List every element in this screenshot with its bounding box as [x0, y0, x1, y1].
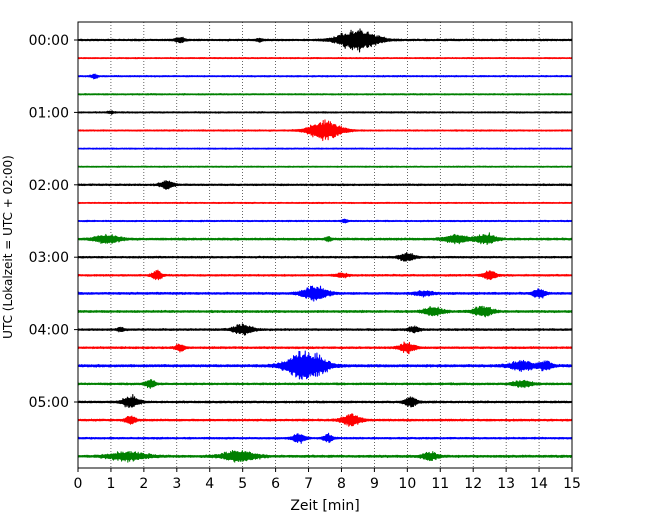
plot-frame [77, 21, 573, 469]
seismic-traces [77, 28, 573, 463]
trace-row-20 [77, 394, 573, 408]
y-tick-label: 04:00 [29, 323, 69, 339]
y-tick-label: 02:00 [29, 178, 69, 194]
y-tick-label: 05:00 [29, 395, 69, 411]
trace-row-0 [77, 28, 573, 53]
x-tick-label: 4 [205, 476, 214, 492]
trace-row-21 [77, 413, 573, 427]
trace-row-11 [77, 232, 573, 246]
x-tick-label: 13 [497, 476, 515, 492]
x-tick-label: 0 [74, 476, 83, 492]
x-tick-label: 5 [238, 476, 247, 492]
trace-row-7 [77, 165, 573, 168]
trace-row-4 [77, 110, 573, 115]
minute-gridlines [110, 22, 540, 468]
x-tick-label: 8 [337, 476, 346, 492]
trace-row-23 [77, 449, 573, 463]
trace-row-5 [77, 119, 573, 142]
trace-row-8 [77, 180, 573, 190]
trace-row-1 [77, 56, 573, 60]
x-tick-label: 15 [563, 476, 581, 492]
x-axis-ticks: 0 1 2 3 4 5 6 7 8 9 10 11 12 13 14 15 [74, 468, 581, 492]
x-axis-label: Zeit [min] [290, 498, 359, 514]
x-tick-label: 10 [398, 476, 416, 492]
trace-row-16 [77, 323, 573, 336]
trace-row-9 [77, 201, 573, 205]
x-tick-label: 7 [304, 476, 313, 492]
y-axis-label: UTC (Lokalzeit = UTC + 02:00) [1, 155, 15, 339]
trace-row-2 [77, 73, 573, 80]
y-tick-label: 01:00 [29, 105, 69, 121]
trace-row-19 [77, 378, 573, 389]
trace-row-3 [77, 93, 573, 96]
y-tick-label: 03:00 [29, 250, 69, 266]
trace-row-6 [77, 147, 573, 150]
x-tick-label: 9 [370, 476, 379, 492]
x-tick-label: 2 [139, 476, 148, 492]
x-tick-label: 3 [172, 476, 181, 492]
trace-row-14 [77, 285, 573, 302]
trace-row-18 [77, 350, 573, 380]
x-tick-label: 6 [271, 476, 280, 492]
y-tick-label: 00:00 [29, 33, 69, 49]
x-tick-label: 1 [106, 476, 115, 492]
trace-row-12 [77, 251, 573, 262]
x-tick-label: 12 [464, 476, 482, 492]
trace-row-10 [77, 218, 573, 224]
trace-row-15 [77, 305, 573, 318]
trace-row-17 [77, 341, 573, 355]
x-tick-label: 14 [530, 476, 548, 492]
trace-row-22 [77, 432, 573, 444]
y-axis-ticks: 00:00 01:00 02:00 03:00 04:00 05:00 [29, 33, 78, 411]
x-tick-label: 11 [431, 476, 449, 492]
trace-row-13 [77, 269, 573, 281]
